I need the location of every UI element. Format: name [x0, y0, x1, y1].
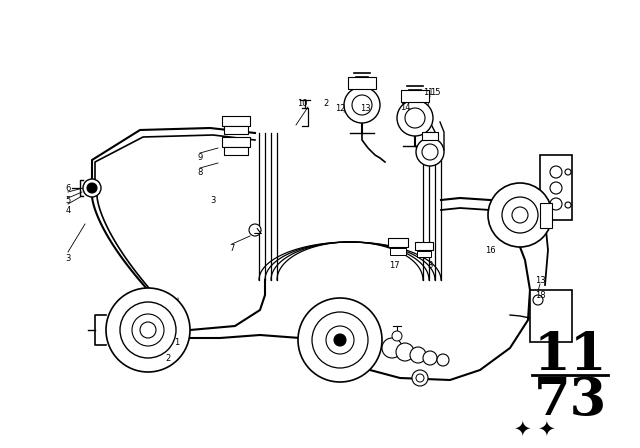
Circle shape: [565, 169, 571, 175]
Bar: [530, 290, 572, 342]
Text: 2: 2: [323, 99, 328, 108]
Text: 11: 11: [533, 329, 607, 380]
Circle shape: [565, 202, 571, 208]
Bar: [390, 248, 406, 255]
Circle shape: [382, 338, 402, 358]
Text: 15: 15: [429, 87, 440, 96]
Circle shape: [416, 374, 424, 382]
Bar: [222, 116, 250, 126]
Text: 3: 3: [211, 195, 216, 204]
Bar: [540, 155, 572, 220]
Text: 12: 12: [335, 103, 345, 112]
Text: 11: 11: [423, 87, 433, 96]
Text: 13: 13: [360, 103, 371, 112]
Text: 18: 18: [534, 290, 545, 300]
Text: 8: 8: [197, 168, 203, 177]
Circle shape: [120, 302, 176, 358]
Circle shape: [334, 334, 346, 346]
Text: 3: 3: [65, 254, 70, 263]
Circle shape: [437, 354, 449, 366]
Circle shape: [533, 295, 543, 305]
Text: 6: 6: [65, 184, 70, 193]
Circle shape: [106, 288, 190, 372]
Text: 1: 1: [174, 337, 180, 346]
Circle shape: [423, 351, 437, 365]
Circle shape: [397, 100, 433, 136]
Bar: [348, 77, 376, 89]
Text: 10: 10: [297, 99, 307, 108]
Circle shape: [83, 179, 101, 197]
Circle shape: [422, 144, 438, 160]
Circle shape: [352, 95, 372, 115]
Text: 3: 3: [428, 260, 433, 270]
Bar: [388, 238, 408, 247]
Circle shape: [550, 198, 562, 210]
Circle shape: [502, 197, 538, 233]
Circle shape: [512, 207, 528, 223]
Circle shape: [550, 182, 562, 194]
Bar: [224, 126, 248, 134]
Circle shape: [416, 138, 444, 166]
Circle shape: [488, 183, 552, 247]
Bar: [540, 203, 552, 228]
Text: 4: 4: [65, 206, 70, 215]
Bar: [415, 242, 433, 250]
Circle shape: [410, 347, 426, 363]
Circle shape: [132, 314, 164, 346]
Text: 14: 14: [400, 103, 410, 112]
Circle shape: [87, 183, 97, 193]
Text: 9: 9: [197, 152, 203, 161]
Bar: [222, 137, 250, 147]
Text: 5: 5: [65, 195, 70, 204]
Circle shape: [344, 87, 380, 123]
Circle shape: [249, 224, 261, 236]
Circle shape: [326, 326, 354, 354]
Circle shape: [298, 298, 382, 382]
Bar: [401, 90, 429, 102]
Text: 2: 2: [165, 353, 171, 362]
Bar: [224, 147, 248, 155]
Circle shape: [412, 370, 428, 386]
Circle shape: [405, 108, 425, 128]
Text: 7: 7: [229, 244, 235, 253]
Circle shape: [312, 312, 368, 368]
Text: 17: 17: [388, 260, 399, 270]
Circle shape: [550, 166, 562, 178]
Circle shape: [392, 331, 402, 341]
Bar: [417, 251, 431, 257]
Bar: [422, 132, 438, 140]
Text: 16: 16: [484, 246, 495, 254]
Text: ✦ ✦: ✦ ✦: [514, 420, 556, 440]
Text: 73: 73: [533, 375, 607, 426]
Circle shape: [140, 322, 156, 338]
Text: 13: 13: [534, 276, 545, 284]
Circle shape: [396, 343, 414, 361]
